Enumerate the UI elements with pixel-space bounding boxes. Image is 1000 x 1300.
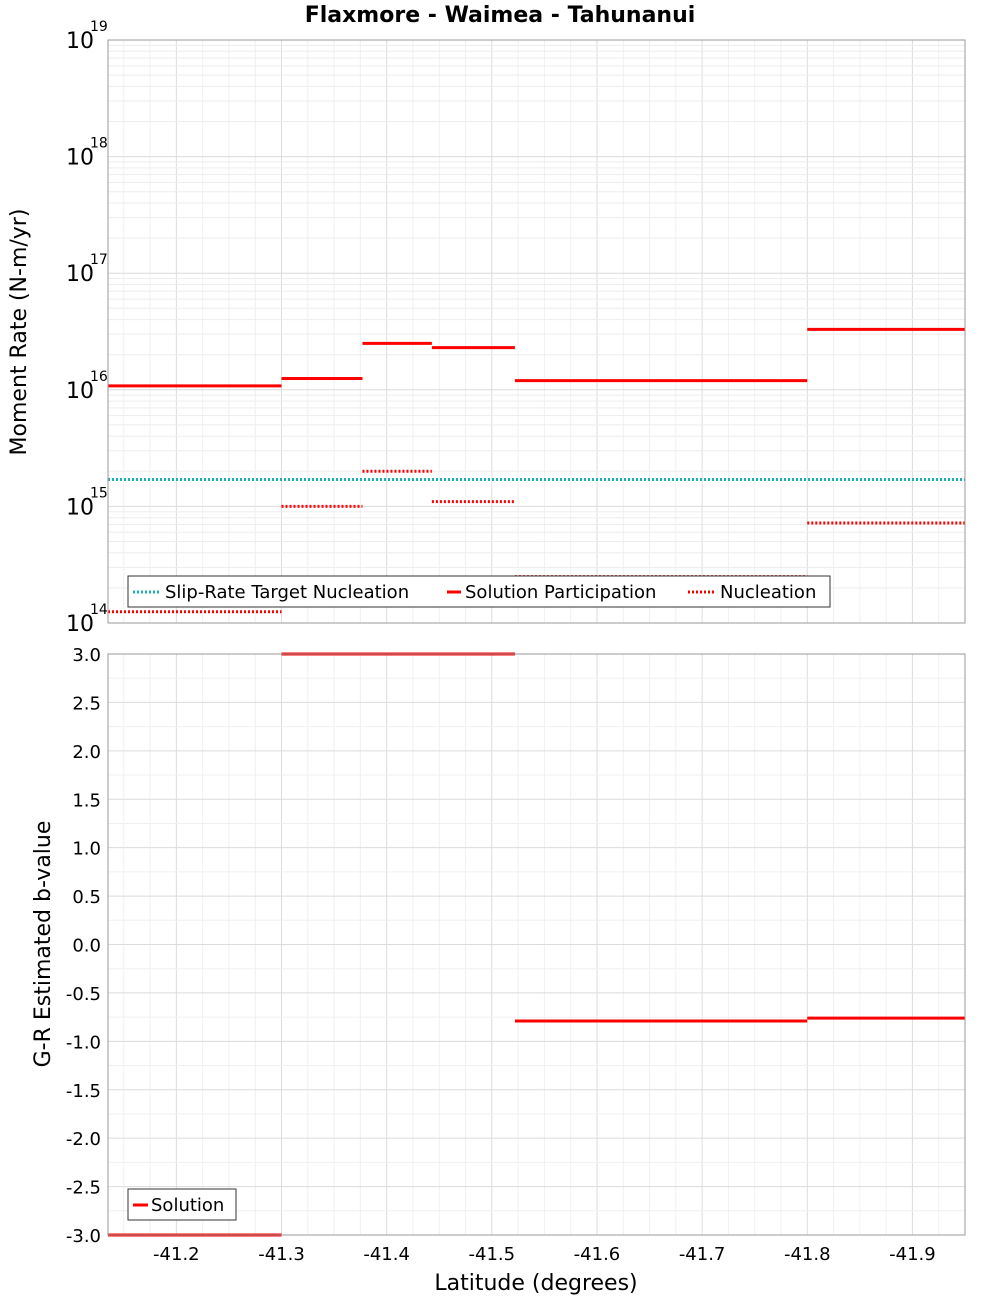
- y-tick-label-base: 10: [66, 379, 94, 404]
- y-tick-label-exponent: 17: [90, 252, 108, 268]
- y-tick-label-base: 10: [66, 262, 94, 287]
- y-tick-label-base: 10: [66, 612, 94, 637]
- y-tick-label: -1.0: [66, 1032, 101, 1053]
- y-tick-label: 2.5: [72, 693, 101, 714]
- x-tick-label: -41.3: [258, 1244, 305, 1265]
- top-panel-series: [108, 327, 965, 614]
- legend-label-participation: Solution Participation: [465, 582, 656, 603]
- bottom-panel-grid: [108, 653, 966, 1236]
- y-tick-label: 1.0: [72, 839, 101, 860]
- legend-label-solution: Solution: [151, 1195, 224, 1216]
- y-tick-label: -3.0: [66, 1226, 101, 1247]
- top-legend: Slip-Rate Target Nucleation Solution Par…: [127, 575, 831, 608]
- chart-title: Flaxmore - Waimea - Tahunanui: [305, 3, 696, 28]
- y-tick-label: 0.0: [72, 936, 101, 957]
- y-tick-label: 1.5: [72, 790, 101, 811]
- bottom-y-ticks: -3.0 -2.5 -2.0 -1.5 -1.0 -0.5 0.0 0.5 1.0 1.5 2.0 2…: [66, 645, 101, 1247]
- y-tick-label-exponent: 15: [90, 485, 108, 501]
- bottom-panel-frame: [107, 653, 966, 1236]
- y-tick-label: 0.5: [72, 887, 101, 908]
- x-tick-label: -41.6: [574, 1244, 621, 1265]
- x-tick-label: -41.5: [469, 1244, 516, 1265]
- y-tick-label: -2.5: [66, 1178, 101, 1199]
- x-axis-label: Latitude (degrees): [434, 1271, 637, 1296]
- top-legend-box: [127, 575, 831, 608]
- y-tick-label-base: 10: [66, 495, 94, 520]
- y-tick-label: -0.5: [66, 984, 101, 1005]
- y-tick-label: 2.0: [72, 742, 101, 763]
- y-tick-label-exponent: 14: [90, 602, 108, 618]
- legend-label-nucleation: Nucleation: [720, 582, 816, 603]
- x-tick-label: -41.8: [784, 1244, 831, 1265]
- y-tick-label-exponent: 18: [90, 136, 108, 152]
- y-tick-label-base: 10: [66, 146, 94, 171]
- x-tick-label: -41.4: [363, 1244, 410, 1265]
- bottom-x-ticks: -41.2 -41.3 -41.4 -41.5 -41.6 -41.7 -41.8 -41.9: [153, 1244, 936, 1265]
- top-panel-frame: [107, 39, 966, 624]
- y-tick-label: 3.0: [72, 645, 101, 666]
- x-tick-label: -41.9: [889, 1244, 936, 1265]
- x-tick-label: -41.2: [153, 1244, 200, 1265]
- top-panel-grid: [108, 40, 966, 624]
- legend-label-target: Slip-Rate Target Nucleation: [165, 582, 409, 603]
- top-y-axis-label: Moment Rate (N-m/yr): [7, 209, 32, 456]
- bottom-legend: Solution: [127, 1188, 237, 1221]
- y-tick-label: -1.5: [66, 1081, 101, 1102]
- y-tick-label-base: 10: [66, 29, 94, 54]
- y-tick-label-exponent: 19: [90, 19, 108, 35]
- bottom-y-axis-label: G-R Estimated b-value: [31, 821, 56, 1068]
- y-tick-label: -2.0: [66, 1129, 101, 1150]
- y-tick-label-exponent: 16: [90, 369, 108, 385]
- x-tick-label: -41.7: [679, 1244, 726, 1265]
